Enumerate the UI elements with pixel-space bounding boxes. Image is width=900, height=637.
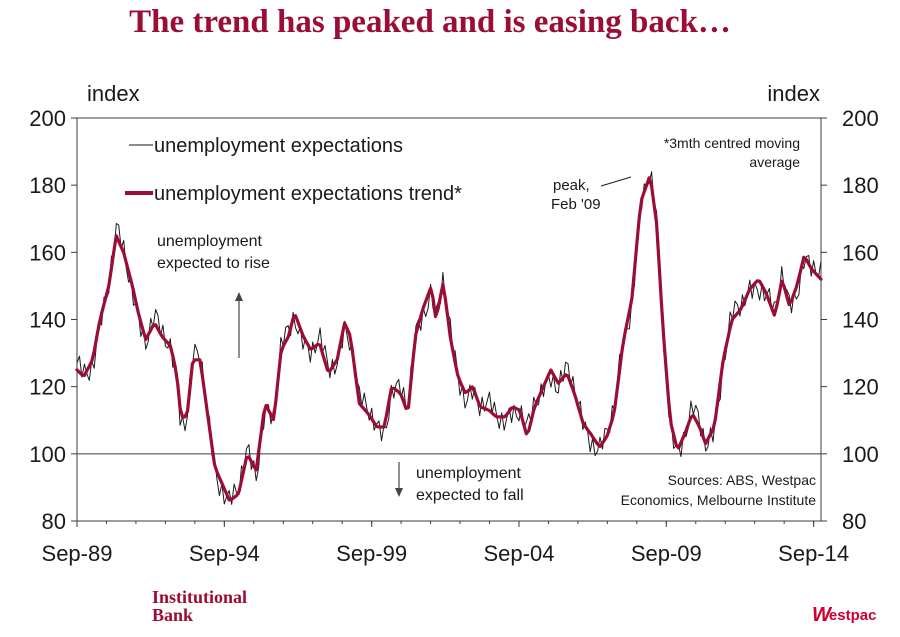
- up-arrow-icon: [235, 292, 243, 358]
- y-tick-label-left: 140: [29, 308, 66, 333]
- y-tick-label-left: 80: [42, 509, 66, 534]
- y-tick-label-left: 160: [29, 240, 66, 265]
- x-tick-label: Sep-04: [484, 541, 555, 566]
- bank-logo-line2: Bank: [152, 605, 194, 625]
- sources-line1: Sources: ABS, Westpac: [668, 472, 816, 488]
- x-tick-label: Sep-94: [189, 541, 260, 566]
- peak-pointer: [600, 176, 632, 187]
- chart-title: The trend has peaked and is easing back…: [129, 4, 731, 40]
- fall-label-line2: expected to fall: [416, 487, 524, 504]
- legend-label-raw: unemployment expectations: [154, 135, 403, 157]
- legend-label-trend: unemployment expectations trend*: [154, 183, 462, 205]
- x-tick-label: Sep-89: [42, 541, 113, 566]
- series-unemployment-expectations-trend: [75, 176, 823, 502]
- westpac-wordmark: estpac: [828, 607, 877, 624]
- y-tick-label-right: 100: [842, 442, 879, 467]
- institutional-bank-logo: Institutional Bank: [152, 588, 247, 624]
- y-tick-label-right: 120: [842, 375, 879, 400]
- x-axis: Sep-89 Sep-94 Sep-99 Sep-04 Sep-09 Sep-14: [42, 521, 849, 566]
- x-tick-label: Sep-99: [336, 541, 407, 566]
- sources-line2: Economics, Melbourne Institute: [621, 492, 817, 508]
- fall-label-line1: unemployment: [416, 465, 522, 482]
- y-tick-label-left: 100: [29, 442, 66, 467]
- rise-label-line1: unemployment: [157, 233, 263, 250]
- x-tick-label: Sep-14: [778, 541, 849, 566]
- left-axis-unit: index: [87, 81, 140, 106]
- x-tick-label: Sep-09: [631, 541, 702, 566]
- y-tick-label-right: 160: [842, 240, 879, 265]
- y-tick-label-left: 200: [29, 106, 66, 131]
- rise-label-line2: expected to rise: [157, 255, 270, 272]
- y-tick-label-right: 140: [842, 308, 879, 333]
- peak-label-line1: peak,: [553, 177, 590, 194]
- right-axis-unit: index: [767, 81, 820, 106]
- y-tick-label-right: 80: [842, 509, 866, 534]
- y-tick-label-right: 200: [842, 106, 879, 131]
- down-arrow-icon: [395, 462, 403, 497]
- westpac-w-mark: W: [812, 604, 831, 626]
- y-tick-label-left: 120: [29, 375, 66, 400]
- westpac-logo: W estpac: [812, 604, 876, 627]
- right-y-axis: 80 100 120 140 160 180 200: [821, 106, 879, 534]
- left-y-axis: 80 100 120 140 160 180 200: [29, 106, 77, 534]
- peak-label-line2: Feb '09: [551, 196, 601, 213]
- y-tick-label-left: 180: [29, 173, 66, 198]
- footnote-line1: *3mth centred moving: [664, 135, 800, 151]
- footnote-line2: average: [749, 154, 800, 170]
- bank-logo-line1: Institutional: [152, 587, 248, 607]
- y-tick-label-right: 180: [842, 173, 879, 198]
